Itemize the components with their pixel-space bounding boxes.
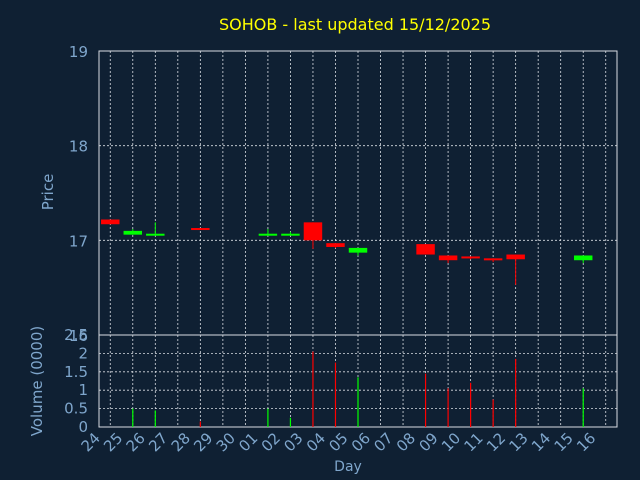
candle-body bbox=[123, 230, 143, 235]
volume-tick-label: 1 bbox=[78, 381, 88, 399]
day-axis-label: Day bbox=[334, 459, 362, 475]
candle-body bbox=[303, 222, 323, 241]
candle-body bbox=[438, 255, 458, 261]
price-tick-label: 19 bbox=[69, 43, 88, 61]
candle-body bbox=[326, 243, 345, 247]
price-tick-label: 17 bbox=[69, 232, 88, 250]
volume-tick-label: 2.5 bbox=[64, 326, 88, 344]
volume-tick-label: 0 bbox=[78, 418, 88, 436]
candle bbox=[258, 228, 278, 236]
candle-body bbox=[258, 233, 278, 236]
candle-body bbox=[146, 233, 165, 236]
price-axis-label: Price bbox=[39, 174, 57, 211]
price-tick-label: 18 bbox=[69, 138, 88, 156]
candle-body bbox=[416, 244, 435, 255]
candle bbox=[191, 228, 210, 231]
candle-body bbox=[191, 228, 210, 231]
candle bbox=[416, 244, 435, 255]
candle-body bbox=[573, 255, 593, 261]
candle bbox=[438, 255, 458, 264]
candle-body bbox=[461, 256, 480, 259]
candle-body bbox=[506, 254, 525, 260]
price-tick-label: 16 bbox=[69, 327, 88, 345]
candle bbox=[573, 255, 593, 264]
candle bbox=[123, 228, 143, 235]
candle bbox=[506, 254, 525, 285]
volume-panel: 00.511.522.5 bbox=[64, 326, 618, 436]
candle bbox=[326, 243, 345, 248]
price-panel: 16 17 18 19 bbox=[69, 43, 618, 345]
candle-body bbox=[281, 233, 300, 236]
candle-body bbox=[483, 258, 503, 261]
day-tick-label: 16 bbox=[573, 429, 599, 455]
day-axis: 2425262728293001020304050607080910111213… bbox=[78, 429, 600, 455]
volume-axis-label: Volume (0000) bbox=[28, 326, 46, 436]
candle bbox=[146, 222, 165, 236]
volume-tick-label: 2 bbox=[78, 344, 88, 362]
candle bbox=[483, 258, 503, 263]
volume-tick-label: 0.5 bbox=[64, 400, 88, 418]
candle bbox=[281, 231, 300, 236]
volume-tick-label: 1.5 bbox=[64, 363, 88, 381]
candle bbox=[461, 256, 480, 260]
chart-title: SOHOB - last updated 15/12/2025 bbox=[219, 15, 491, 34]
candle bbox=[101, 219, 120, 225]
candle bbox=[348, 247, 368, 256]
candle bbox=[303, 222, 323, 249]
candle-body bbox=[101, 219, 120, 225]
candle-body bbox=[348, 247, 368, 253]
